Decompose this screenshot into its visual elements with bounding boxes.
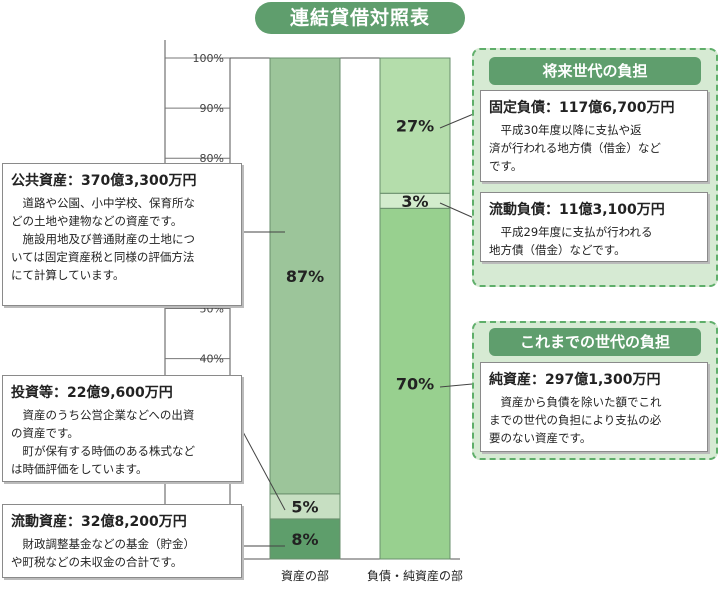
y-tick-label: 90% [200, 102, 224, 115]
current-assets-box: 流動資産：32億8,200万円 財政調整基金などの基金（貯金） や町税などの未収… [2, 504, 242, 578]
public-assets-line-1: 道路や公園、小中学校、保育所な [11, 196, 195, 210]
current-assets-line-2: や町税などの未収金の合計です。 [11, 555, 183, 569]
x-category-label: 負債・純資産の部 [367, 568, 463, 583]
investments-line-4: は時価評価をしています。 [11, 462, 148, 476]
investments-line-3: 町が保有する時価のある株式など [11, 444, 195, 458]
y-tick-label: 100% [193, 52, 224, 65]
net-assets-box: 純資産：297億1,300万円 資産から負債を除いた額でこれ までの世代の負担に… [480, 362, 708, 452]
page-title: 連結貸借対照表 [255, 2, 465, 34]
fixed-liabilities-heading: 固定負債：117億6,700万円 [489, 100, 675, 116]
public-assets-line-2: どの土地や建物などの資産です。 [11, 214, 183, 228]
public-assets-heading: 公共資産：370億3,300万円 [11, 173, 197, 189]
fixed-liabilities-line-2: 済が行われる地方債（借金）など [489, 141, 661, 155]
future-generation-title: 将来世代の負担 [489, 57, 701, 85]
investments-box: 投資等：22億9,600万円 資産のうち公営企業などへの出資 の資産です。 町が… [2, 375, 242, 482]
bar-segment [379, 207, 451, 560]
public-assets-box: 公共資産：370億3,300万円 道路や公園、小中学校、保育所な どの土地や建物… [2, 163, 242, 306]
current-liabilities-heading: 流動負債：11億3,100万円 [489, 202, 665, 218]
current-assets-line-1: 財政調整基金などの基金（貯金） [11, 537, 195, 551]
current-liabilities-line-2: 地方債（借金）などです。 [489, 243, 626, 257]
bar-value-label: 27% [396, 117, 434, 136]
public-assets-line-3: 施設用地及び普通財産の土地につ [11, 232, 195, 246]
y-tick-label: 40% [200, 353, 224, 366]
bar-value-label: 8% [291, 530, 318, 549]
current-assets-heading: 流動資産：32億8,200万円 [11, 514, 187, 530]
fixed-liabilities-line-3: です。 [489, 159, 523, 173]
net-assets-line-3: 要のない資産です。 [489, 431, 592, 445]
bar-value-label: 87% [286, 267, 324, 286]
public-assets-line-5: にて計算しています。 [11, 268, 125, 282]
bar-value-label: 3% [401, 192, 428, 211]
current-liabilities-box: 流動負債：11億3,100万円 平成29年度に支払が行われる 地方債（借金）など… [480, 192, 708, 262]
bar-segment [379, 57, 451, 194]
net-assets-line-2: までの世代の負担により支払の必 [489, 413, 662, 427]
bar-value-label: 70% [396, 375, 434, 394]
fixed-liabilities-box: 固定負債：117億6,700万円 平成30年度以降に支払や返 済が行われる地方債… [480, 90, 708, 182]
past-generation-title: これまでの世代の負担 [489, 328, 701, 356]
net-assets-line-1: 資産から負債を除いた額でこれ [489, 395, 662, 409]
investments-line-2: の資産です。 [11, 426, 79, 440]
y-tick-label: 80% [200, 152, 224, 165]
current-liabilities-line-1: 平成29年度に支払が行われる [489, 225, 653, 239]
fixed-liabilities-line-1: 平成30年度以降に支払や返 [489, 123, 642, 137]
bar-value-label: 5% [291, 497, 318, 516]
net-assets-heading: 純資産：297億1,300万円 [489, 372, 661, 388]
public-assets-line-4: いては固定資産税と同様の評価方法 [11, 250, 195, 264]
leader-investments [241, 429, 286, 511]
x-category-label: 資産の部 [281, 568, 329, 583]
investments-heading: 投資等：22億9,600万円 [11, 385, 173, 401]
bar-segment [269, 57, 341, 495]
investments-line-1: 資産のうち公営企業などへの出資 [11, 408, 195, 422]
